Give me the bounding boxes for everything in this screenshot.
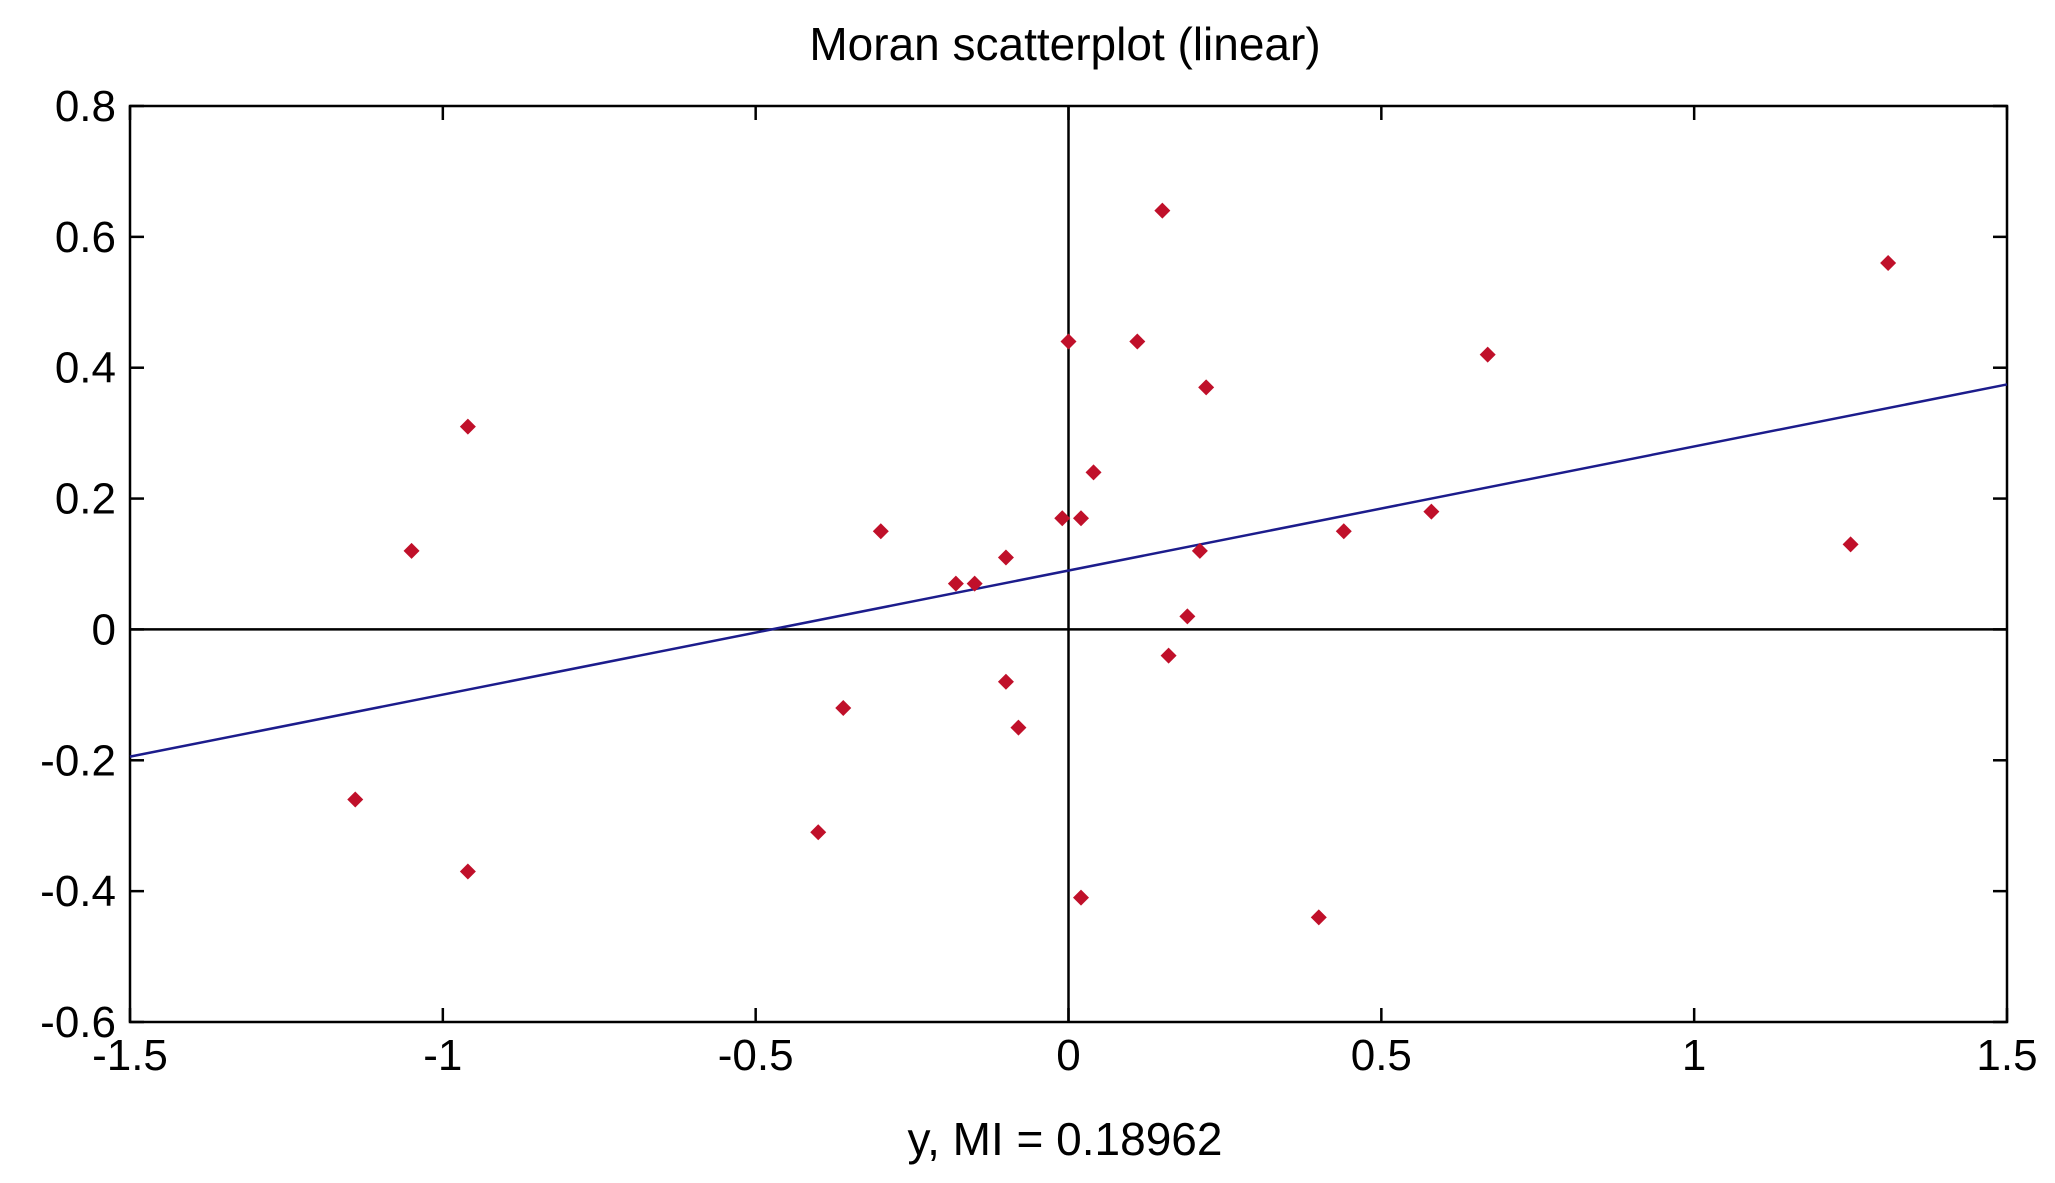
data-point [835,699,852,716]
data-point [1423,503,1440,520]
data-point [347,791,364,808]
data-point [872,523,889,540]
x-tick-label: 1.5 [1976,1031,2037,1080]
y-tick-label: -0.4 [40,867,116,916]
data-point [1191,542,1208,559]
x-tick-label: 0.5 [1351,1031,1412,1080]
data-point [1310,909,1327,926]
data-point [1060,333,1077,350]
y-tick-label: -0.2 [40,736,116,785]
data-point [1198,379,1215,396]
data-point [1054,510,1071,527]
data-point [403,542,420,559]
data-point [1073,510,1090,527]
y-tick-label: 0.4 [55,344,116,393]
data-point [1335,523,1352,540]
x-tick-label: -1.5 [92,1031,168,1080]
regression-line [129,383,2008,758]
data-point [1160,647,1177,664]
data-point [1880,255,1897,272]
data-point [966,575,983,592]
data-point [810,824,827,841]
x-tick-label: 0 [1056,1031,1080,1080]
data-point [459,863,476,880]
chart-title: Moran scatterplot (linear) [809,18,1320,70]
x-tick-label: 1 [1682,1031,1706,1080]
data-point [1073,889,1090,906]
x-axis-label: y, MI = 0.18962 [908,1113,1223,1165]
y-tick-label: 0.8 [55,82,116,131]
data-point [947,575,964,592]
data-point [1479,346,1496,363]
y-tick-label: 0.2 [55,475,116,524]
x-tick-label: -1 [423,1031,462,1080]
data-point [1010,719,1027,736]
data-point [1154,202,1171,219]
y-tick-label: 0 [92,605,116,654]
y-tick-label: -0.6 [40,998,116,1047]
data-point [1085,464,1102,481]
data-point [459,418,476,435]
data-point [1129,333,1146,350]
y-tick-label: 0.6 [55,213,116,262]
data-point [1179,608,1196,625]
plot-area: -1.5 -1 -0.5 0 0.5 1 1.5 0.8 0.6 0.4 0.2 0 -0.2 -0.4 -… [40,82,2037,1080]
x-tick-label: -0.5 [718,1031,794,1080]
data-point [997,673,1014,690]
data-point [997,549,1014,566]
data-point [1842,536,1859,553]
